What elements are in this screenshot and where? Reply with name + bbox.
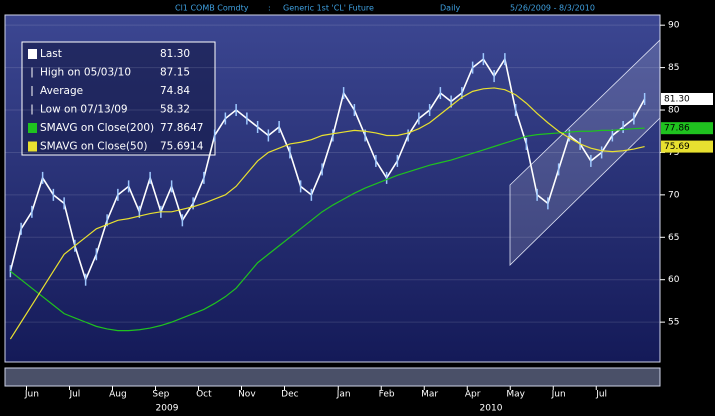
legend-label: High on 05/03/10 [40,67,131,79]
series-line [9,57,646,283]
legend-value: 77.8647 [160,122,203,134]
y-tick-label: 60 [668,275,680,285]
end-label: 81.30 [664,94,690,104]
end-label-box [661,92,713,105]
header-text: 5/26/2009 - 8/3/2010 [510,4,595,13]
header-text: : [268,4,271,13]
legend-swatch [28,49,37,59]
y-tick-label: 80 [668,106,680,116]
y-tick-label: 65 [668,233,679,243]
x-tick-label: Feb [379,390,395,400]
legend-swatch [28,123,37,133]
y-tick-label: 85 [668,63,679,73]
legend-label: Low on 07/13/09 [40,104,128,116]
x-tick-label: Sep [152,390,169,400]
header-text: Cl1 COMB Comdty [175,4,249,13]
info-box [21,41,216,156]
x-tick-label: Aug [109,390,127,400]
y-tick-label: 55 [668,318,679,328]
x-tick-label: Jun [551,390,566,400]
end-label-box [661,140,713,153]
end-label: 77.86 [664,124,690,134]
end-label-box [661,122,713,135]
legend-label: SMAVG on Close(50) [40,141,147,153]
x-tick-label: Oct [196,390,212,400]
legend-value: 74.84 [160,85,190,97]
x-tick-label: Jun [24,390,39,400]
y-tick-label: 90 [668,21,680,31]
legend-value: 75.6914 [160,141,204,153]
legend-label: SMAVG on Close(200) [40,122,154,134]
header-text: Generic 1st 'CL' Future [283,4,374,13]
x-tick-label: Jan [336,390,351,400]
legend-value: 81.30 [160,48,190,60]
legend-value: 58.32 [160,104,190,116]
year-label: 2009 [156,404,179,414]
x-tick-label: Jul [68,390,80,400]
x-tick-label: Dec [281,390,298,400]
legend-value: 87.15 [160,67,190,79]
y-tick-label: 70 [668,190,680,200]
y-tick-label: 75 [668,148,679,158]
series-line [10,127,645,332]
legend-label: Last [40,48,62,60]
legend-label: Average [40,85,83,97]
legend-swatch [28,141,37,152]
x-tick-label: Jul [595,390,607,400]
volume-strip [4,367,661,387]
x-tick-label: Mar [421,390,438,400]
x-tick-label: May [506,390,525,400]
year-label: 2010 [480,404,503,414]
end-label: 75.69 [664,142,690,152]
x-tick-label: Apr [465,390,481,400]
x-tick-label: Nov [238,390,256,400]
series-line [9,87,645,340]
header-text: Daily [440,4,461,13]
